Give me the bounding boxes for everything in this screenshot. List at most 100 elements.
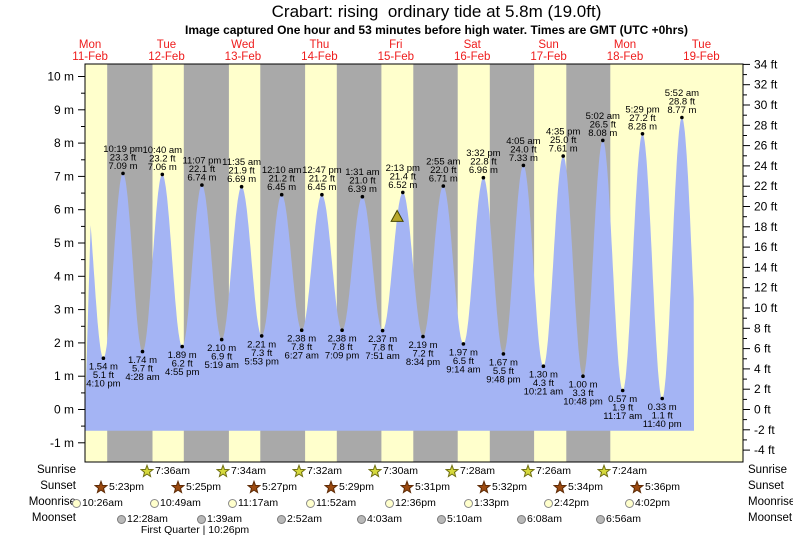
high-tide-label-line: 28.8 ft <box>669 97 696 108</box>
moonset-circle <box>517 514 526 524</box>
low-tide-dot <box>101 356 106 361</box>
high-tide-label-line: 26.5 ft <box>590 119 617 130</box>
sunset-event: 5:27pm <box>247 480 297 494</box>
row-label-sunset-right: Sunset <box>748 480 784 492</box>
day-date: 12-Feb <box>148 51 184 63</box>
high-tide-label-line: 11:35 am <box>222 157 261 168</box>
low-tide-dot <box>501 352 506 356</box>
tick-label-m: 3 m <box>54 303 74 317</box>
sunset-time: 5:32pm <box>492 481 528 493</box>
tick-label-ft: 34 ft <box>754 57 778 71</box>
high-tide-label-line: 21.2 ft <box>309 174 336 185</box>
high-tide-dot <box>561 154 565 158</box>
high-tide-label-line: 5:52 am <box>665 88 699 99</box>
low-tide-label: 1.74 m5.7 ft4:28 am <box>125 355 159 383</box>
high-tide-dot <box>640 132 645 136</box>
low-tide-label-line: 5.1 ft <box>93 370 114 381</box>
moonrise-time: 11:52am <box>316 497 357 509</box>
tick-label-m: 8 m <box>54 136 74 150</box>
low-tide-label: 2.38 m7.8 ft6:27 am <box>285 334 319 362</box>
day-name: Wed <box>231 39 254 51</box>
moonset-event: 4:03am <box>357 512 402 526</box>
low-tide-dot <box>541 364 546 369</box>
sunrise-event: 7:34am <box>216 464 266 478</box>
current-tide-marker-icon <box>390 209 404 222</box>
y-axis-left: -1 m 0 m 1 m 2 m 3 m 4 m 5 m 6 m 7 m 8 m 9 m 10 m <box>47 70 85 450</box>
high-tide-dot <box>401 190 405 195</box>
sunrise-time: 7:24am <box>612 465 648 477</box>
low-tide-label-line: 5:19 am <box>205 360 239 371</box>
sunset-star <box>477 480 491 494</box>
low-tide-label: 2.37 m7.8 ft7:51 am <box>365 334 399 362</box>
low-tide-label-line: 8:34 pm <box>406 357 440 368</box>
moonset-event: 2:52am <box>277 512 322 526</box>
moonrise-time: 11:17am <box>238 497 279 509</box>
moonset-event: 1:39am <box>197 512 242 526</box>
moonrise-circle <box>544 498 553 508</box>
low-tide-label-line: 5.7 ft <box>132 364 153 375</box>
day-name: Mon <box>614 39 636 51</box>
high-tide-label-line: 6.69 m <box>227 174 256 185</box>
sunset-star <box>94 480 108 494</box>
moon-phase-caption: First Quarter | 10:26pm <box>140 524 250 536</box>
low-tide-label-line: 1.30 m <box>529 370 558 381</box>
high-tide-label-line: 21.9 ft <box>228 166 255 177</box>
tick-label-ft: 22 ft <box>754 179 778 193</box>
sunset-event: 5:34pm <box>553 480 603 494</box>
sunset-event: 5:31pm <box>400 480 450 494</box>
low-tide-label-line: 0.33 m <box>648 402 677 413</box>
low-tide-label-line: 1.1 ft <box>652 411 673 422</box>
moonrise-time: 4:02pm <box>635 497 671 509</box>
moonset-event: 6:08am <box>517 512 562 526</box>
sunrise-time: 7:34am <box>231 465 267 477</box>
low-tide-label-line: 7:09 pm <box>325 351 359 362</box>
low-tide-label-line: 1.9 ft <box>612 403 633 414</box>
low-tide-dot <box>219 337 224 342</box>
moonrise-time: 10:26am <box>82 497 123 509</box>
row-label-moonset-right: Moonset <box>748 512 793 524</box>
sunset-time: 5:25pm <box>186 481 222 493</box>
tick-label-ft: 32 ft <box>754 78 778 92</box>
row-label-moonrise-right: Moonrise <box>748 496 793 508</box>
tick-label-m: 9 m <box>54 103 74 117</box>
high-tide-label-line: 6.71 m <box>429 174 458 185</box>
low-tide-label-line: 7.2 ft <box>412 349 433 360</box>
high-tide-label-line: 7.09 m <box>108 161 137 172</box>
sunset-star <box>171 480 185 494</box>
low-tide-label-line: 6:27 am <box>285 351 319 362</box>
high-tide-label-line: 24.0 ft <box>510 144 537 155</box>
high-tide-label-line: 4:35 pm <box>546 127 580 138</box>
low-tide-label-line: 5.5 ft <box>493 366 514 377</box>
row-label-sunrise-right: Sunrise <box>748 464 787 476</box>
moonrise-event: 11:17am <box>228 496 278 510</box>
moonset-event: 5:10am <box>437 512 482 526</box>
tide-water-area <box>84 117 695 431</box>
low-tide-label-line: 6.5 ft <box>453 356 474 367</box>
sunset-event: 5:36pm <box>630 480 680 494</box>
day-name: Thu <box>309 39 329 51</box>
moonrise-time: 2:42pm <box>554 497 590 509</box>
moonrise-circle <box>464 498 473 508</box>
plot-border <box>84 63 744 463</box>
tick-label-m: 5 m <box>54 236 74 250</box>
high-tide-label-line: 22.0 ft <box>430 165 457 176</box>
sunrise-time: 7:30am <box>383 465 419 477</box>
moonrise-event: 2:42pm <box>544 496 589 510</box>
moonrise-circle <box>150 498 159 508</box>
tick-label-ft: 12 ft <box>754 281 778 295</box>
low-tide-label-line: 10:21 am <box>524 387 564 398</box>
day-name: Tue <box>157 39 176 51</box>
moonrise-circle <box>625 498 634 508</box>
tick-label-ft: 10 ft <box>754 301 778 315</box>
low-tide-label: 2.10 m6.9 ft5:19 am <box>205 343 239 371</box>
sunrise-time: 7:26am <box>536 465 572 477</box>
high-tide-label-line: 1:31 am <box>345 167 379 178</box>
high-tide-dot <box>160 172 165 177</box>
low-tide-label: 2.38 m7.8 ft7:09 pm <box>325 334 359 362</box>
low-tide-label-line: 4.3 ft <box>533 378 554 389</box>
